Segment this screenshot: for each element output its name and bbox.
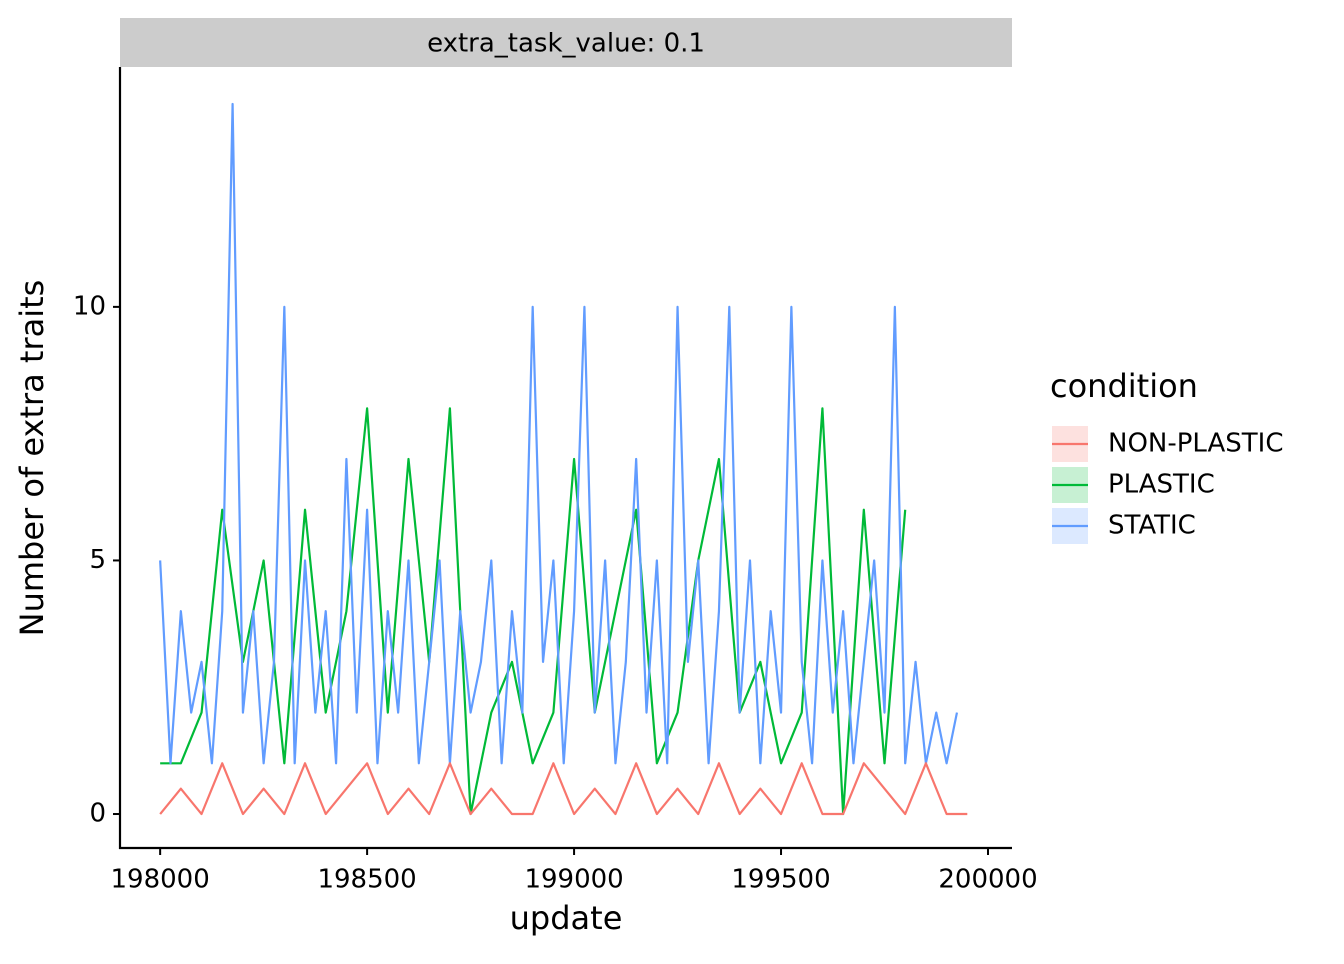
legend-label: PLASTIC bbox=[1108, 470, 1215, 500]
series-line bbox=[159, 102, 959, 765]
y-tick-label: 5 bbox=[89, 545, 106, 575]
strip-title: extra_task_value: 0.1 bbox=[427, 29, 705, 59]
y-tick-label: 0 bbox=[89, 799, 106, 829]
series-line bbox=[159, 762, 968, 816]
x-tick-label: 199000 bbox=[524, 865, 623, 895]
y-axis-title: Number of extra traits bbox=[13, 280, 51, 637]
legend-title: condition bbox=[1050, 367, 1198, 405]
legend-label: STATIC bbox=[1108, 511, 1196, 541]
x-tick-label: 198000 bbox=[111, 865, 210, 895]
x-tick-label: 198500 bbox=[317, 865, 416, 895]
x-axis-title: update bbox=[510, 899, 623, 937]
series-line bbox=[160, 407, 907, 816]
strip bbox=[120, 18, 1012, 67]
x-tick-label: 199500 bbox=[731, 865, 830, 895]
legend-label: NON-PLASTIC bbox=[1108, 429, 1284, 459]
x-tick-label: 200000 bbox=[938, 865, 1037, 895]
y-tick-label: 10 bbox=[73, 291, 106, 321]
